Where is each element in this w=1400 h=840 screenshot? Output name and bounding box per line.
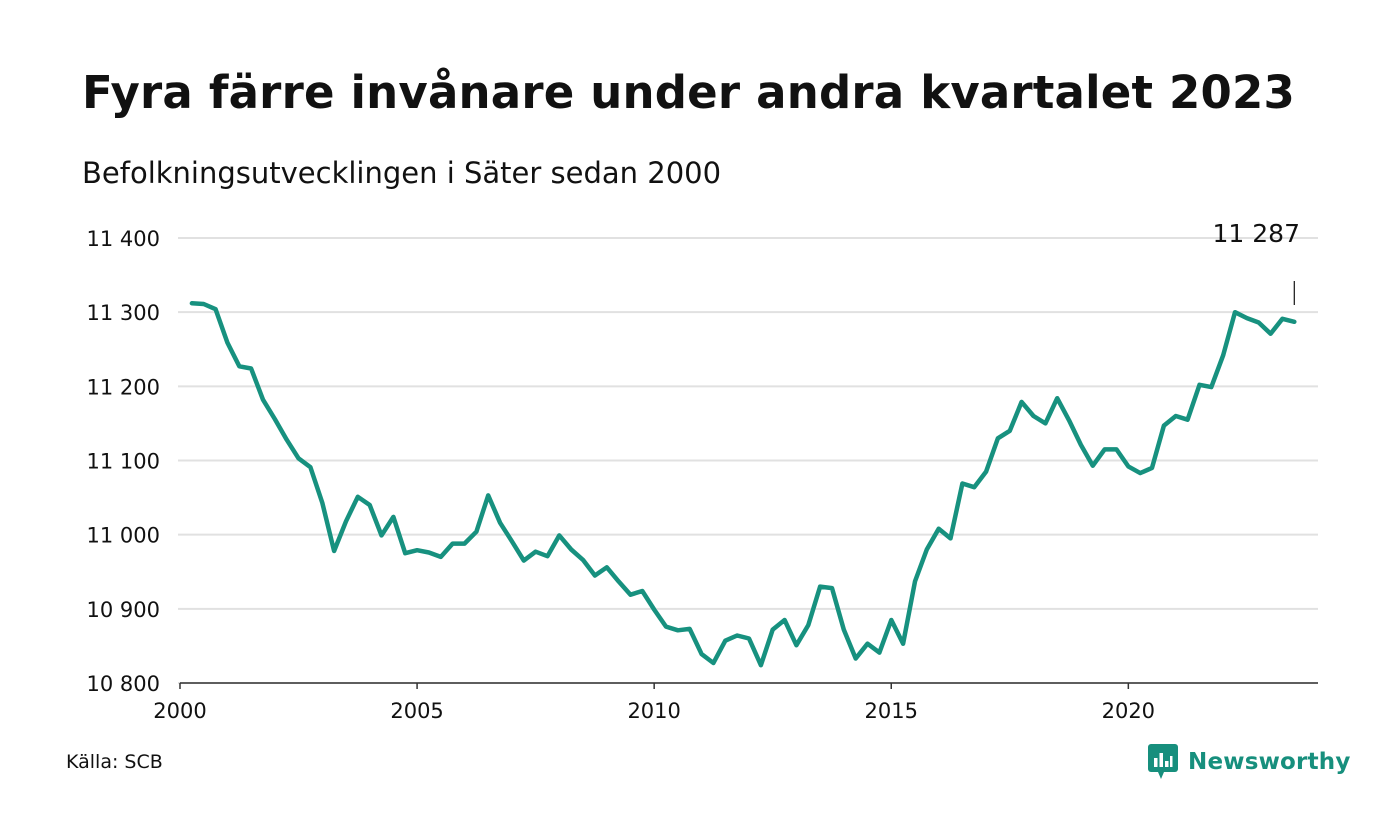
x-tick-label: 2020 bbox=[1102, 699, 1155, 723]
source-label: Källa: SCB bbox=[66, 751, 163, 773]
y-tick-label: 11 000 bbox=[87, 524, 160, 548]
newsworthy-logo-icon bbox=[1148, 744, 1178, 779]
series-line bbox=[189, 301, 1297, 668]
brand-name: Newsworthy bbox=[1188, 749, 1351, 775]
y-tick-label: 11 100 bbox=[87, 450, 160, 474]
annotation-label: 11 287 bbox=[1213, 219, 1300, 248]
y-tick-label: 11 400 bbox=[87, 227, 160, 251]
x-tick-label: 2010 bbox=[627, 699, 680, 723]
chart-subtitle: Befolkningsutvecklingen i Säter sedan 20… bbox=[82, 156, 722, 190]
x-tick-label: 2000 bbox=[153, 699, 206, 723]
y-tick-label: 11 200 bbox=[87, 375, 160, 399]
y-tick-label: 11 300 bbox=[87, 301, 160, 325]
y-tick-label: 10 800 bbox=[87, 672, 160, 696]
y-tick-label: 10 900 bbox=[87, 598, 160, 622]
chart-title: Fyra färre invånare under andra kvartale… bbox=[82, 66, 1296, 119]
x-tick-label: 2005 bbox=[390, 699, 443, 723]
x-tick-label: 2015 bbox=[865, 699, 918, 723]
brand-logo: Newsworthy bbox=[1148, 744, 1351, 780]
